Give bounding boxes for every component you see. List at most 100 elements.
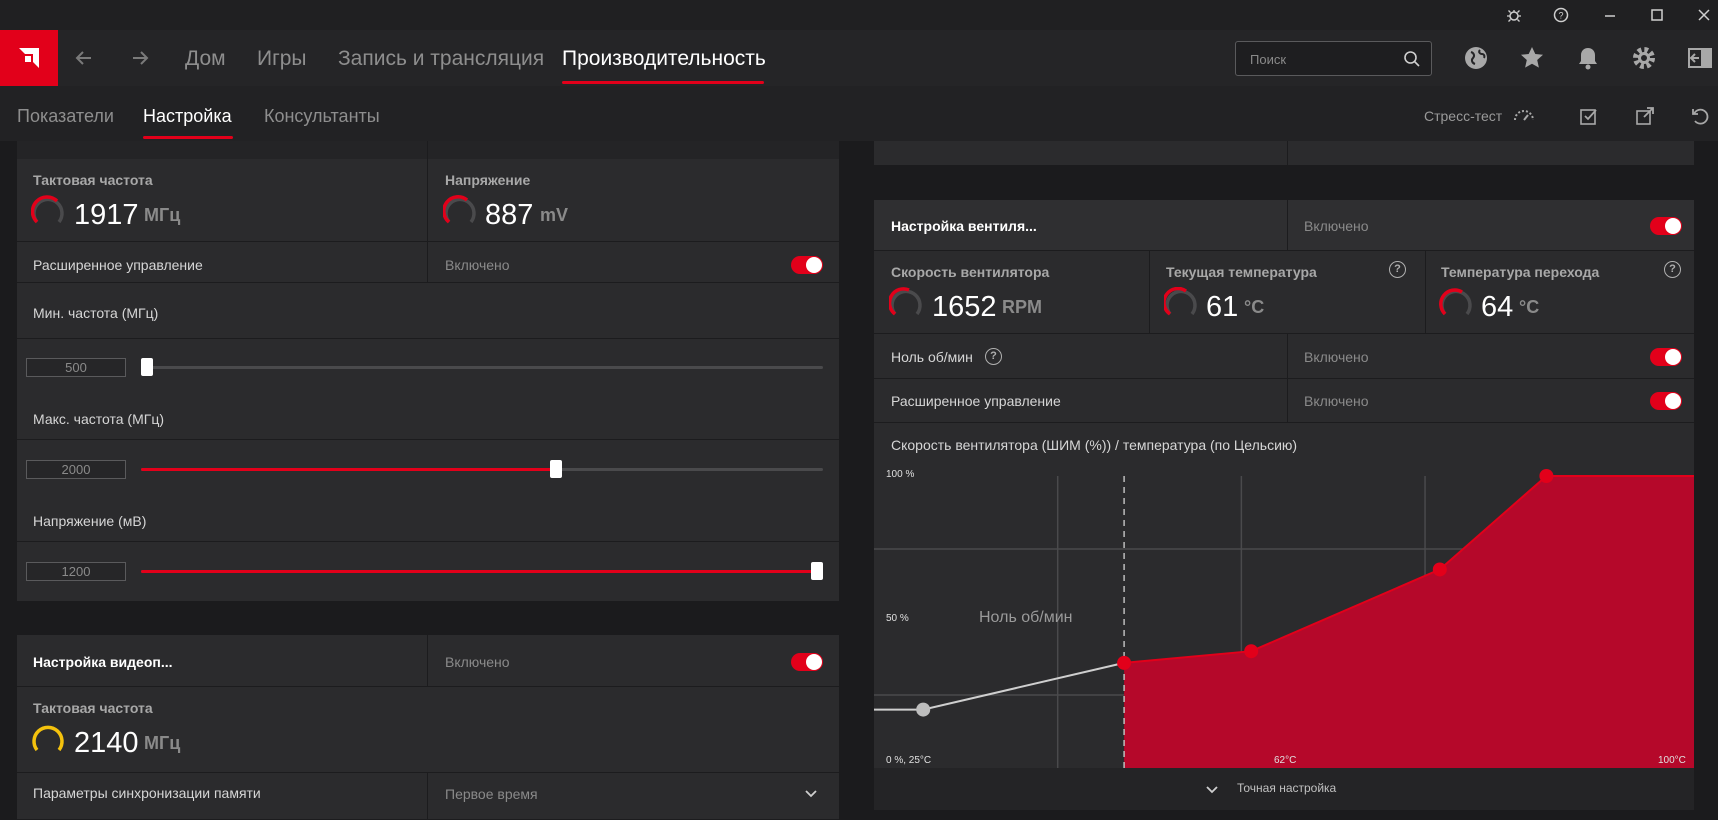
fan-header-row <box>874 200 1694 251</box>
fan-curve-point-1[interactable] <box>1117 655 1132 670</box>
fan-curve-point-2[interactable] <box>1244 644 1259 659</box>
fan-curve-area <box>1124 476 1694 768</box>
fan-curve-point-3[interactable] <box>1432 562 1447 577</box>
close-icon[interactable] <box>1692 4 1716 26</box>
vram-clock-gauge-icon <box>32 725 64 752</box>
stress-test-label[interactable]: Стресс-тест <box>1424 108 1503 124</box>
back-arrow-icon[interactable] <box>70 44 98 72</box>
globe-icon[interactable] <box>1462 44 1490 72</box>
y-tick-100: 100 % <box>886 469 915 480</box>
current-temp-gauge-icon <box>1164 287 1197 316</box>
bug-report-icon[interactable] <box>1502 4 1526 26</box>
gpu-voltage-unit: mV <box>540 205 569 225</box>
tab-tuning[interactable]: Настройка <box>143 106 232 126</box>
title-bar <box>0 0 1718 30</box>
max-freq-slider-fill <box>141 468 556 471</box>
gpu-panel-top-cut <box>17 141 839 159</box>
junction-temp-value: 64 <box>1481 291 1514 323</box>
zero-rpm-annotation: Ноль об/мин <box>979 609 1073 626</box>
fan-advanced-toggle[interactable] <box>1650 392 1682 410</box>
fine-tune-bar[interactable]: Точная настройка <box>874 768 1694 810</box>
minimize-icon[interactable] <box>1598 4 1622 26</box>
export-profile-icon[interactable] <box>1633 104 1657 128</box>
max-freq-label-row <box>17 396 839 440</box>
star-icon[interactable] <box>1518 44 1546 72</box>
current-temp-label: Текущая температура <box>1166 264 1317 280</box>
fan-header: Настройка вентиля... <box>891 218 1037 234</box>
fan-curve-svg[interactable] <box>874 466 1694 768</box>
nav-home[interactable]: Дом <box>185 47 226 70</box>
fan-curve-point-4[interactable] <box>1539 469 1554 483</box>
gpu-clock-gauge-icon <box>31 195 64 224</box>
vram-header: Настройка видеоп... <box>33 654 173 670</box>
voltage-mv-slider-fill <box>141 570 817 573</box>
min-freq-input[interactable]: 500 <box>26 358 126 377</box>
min-freq-slider-thumb[interactable] <box>141 358 153 376</box>
min-freq-slider[interactable] <box>141 358 823 376</box>
gear-icon[interactable] <box>1630 44 1658 72</box>
nav-performance[interactable]: Производительность <box>562 47 766 70</box>
voltage-mv-slider-thumb[interactable] <box>811 562 823 580</box>
fan-toggle[interactable] <box>1650 217 1682 235</box>
current-temp-help-icon[interactable]: ? <box>1389 261 1406 278</box>
max-freq-slider-thumb[interactable] <box>549 460 562 478</box>
voltage-mv-label: Напряжение (мВ) <box>33 513 147 529</box>
search-icon[interactable] <box>1403 50 1421 68</box>
junction-temp-help-icon[interactable]: ? <box>1664 261 1681 278</box>
nav-record-stream[interactable]: Запись и трансляция <box>338 47 545 70</box>
apply-changes-icon[interactable] <box>1577 104 1601 128</box>
search-input[interactable]: Поиск <box>1235 41 1432 76</box>
fan-curve-point-0[interactable] <box>916 702 931 717</box>
memory-timing-label: Параметры синхронизации памяти <box>33 785 261 801</box>
zero-rpm-row <box>874 334 1694 379</box>
nav-active-indicator <box>562 81 764 84</box>
junction-temp-gauge-icon <box>1439 288 1472 316</box>
max-freq-slider[interactable] <box>141 460 823 478</box>
min-freq-label: Мин. частота (МГц) <box>33 305 159 321</box>
right-panel-top-cut <box>874 141 1694 165</box>
fan-advanced-state: Включено <box>1304 393 1369 409</box>
zero-rpm-toggle[interactable] <box>1650 348 1682 366</box>
gpu-advanced-control-toggle[interactable] <box>791 256 823 274</box>
forward-arrow-icon[interactable] <box>126 44 154 72</box>
max-freq-label: Макс. частота (МГц) <box>33 411 164 427</box>
current-temp-unit: °C <box>1244 297 1265 317</box>
fan-speed-gauge-icon <box>889 287 922 316</box>
x-tick-start: 0 %, 25°C <box>886 755 932 766</box>
vram-clock-label: Тактовая частота <box>33 700 153 716</box>
voltage-mv-input[interactable]: 1200 <box>26 562 126 581</box>
bell-icon[interactable] <box>1574 44 1602 72</box>
junction-temp-label: Температура перехода <box>1441 264 1600 280</box>
voltage-mv-slider[interactable] <box>141 562 823 580</box>
help-icon[interactable]: ? <box>1549 4 1573 26</box>
chevron-down-icon[interactable] <box>1205 782 1219 796</box>
reset-icon[interactable] <box>1688 104 1712 128</box>
vram-tuning-panel <box>17 635 839 820</box>
nav-games[interactable]: Игры <box>257 47 307 70</box>
gpu-advanced-control-row <box>17 242 839 283</box>
voltage-mv-label-row <box>17 498 839 542</box>
fan-speed-label: Скорость вентилятора <box>891 264 1050 280</box>
max-freq-input[interactable]: 2000 <box>26 460 126 479</box>
fan-speed-value: 1652 <box>932 291 997 323</box>
tab-advisors[interactable]: Консультанты <box>264 106 380 126</box>
chevron-down-icon[interactable] <box>803 785 819 801</box>
vram-clock-row <box>17 687 839 773</box>
fan-advanced-row <box>874 379 1694 423</box>
maximize-icon[interactable] <box>1645 4 1669 26</box>
gpu-voltage-gauge-icon <box>443 195 476 224</box>
svg-text:?: ? <box>1558 11 1563 21</box>
gpu-stats-row <box>17 159 839 242</box>
fine-tune-label[interactable]: Точная настройка <box>1237 781 1337 795</box>
tab-active-indicator <box>143 136 233 139</box>
amd-logo[interactable] <box>0 30 58 86</box>
fan-state: Включено <box>1304 218 1369 234</box>
memory-timing-select[interactable]: Первое время <box>445 786 538 802</box>
stress-test-gauge-icon[interactable] <box>1512 104 1536 128</box>
fan-curve-chart[interactable]: 100 % 50 % 0 %, 25°C 62°C 100°C Ноль об/… <box>874 466 1694 768</box>
vram-toggle[interactable] <box>791 653 823 671</box>
zero-rpm-label: Ноль об/мин <box>891 349 973 365</box>
tab-metrics[interactable]: Показатели <box>17 106 114 126</box>
sidebar-toggle-icon[interactable] <box>1686 44 1714 72</box>
zero-rpm-help-icon[interactable]: ? <box>985 348 1002 365</box>
